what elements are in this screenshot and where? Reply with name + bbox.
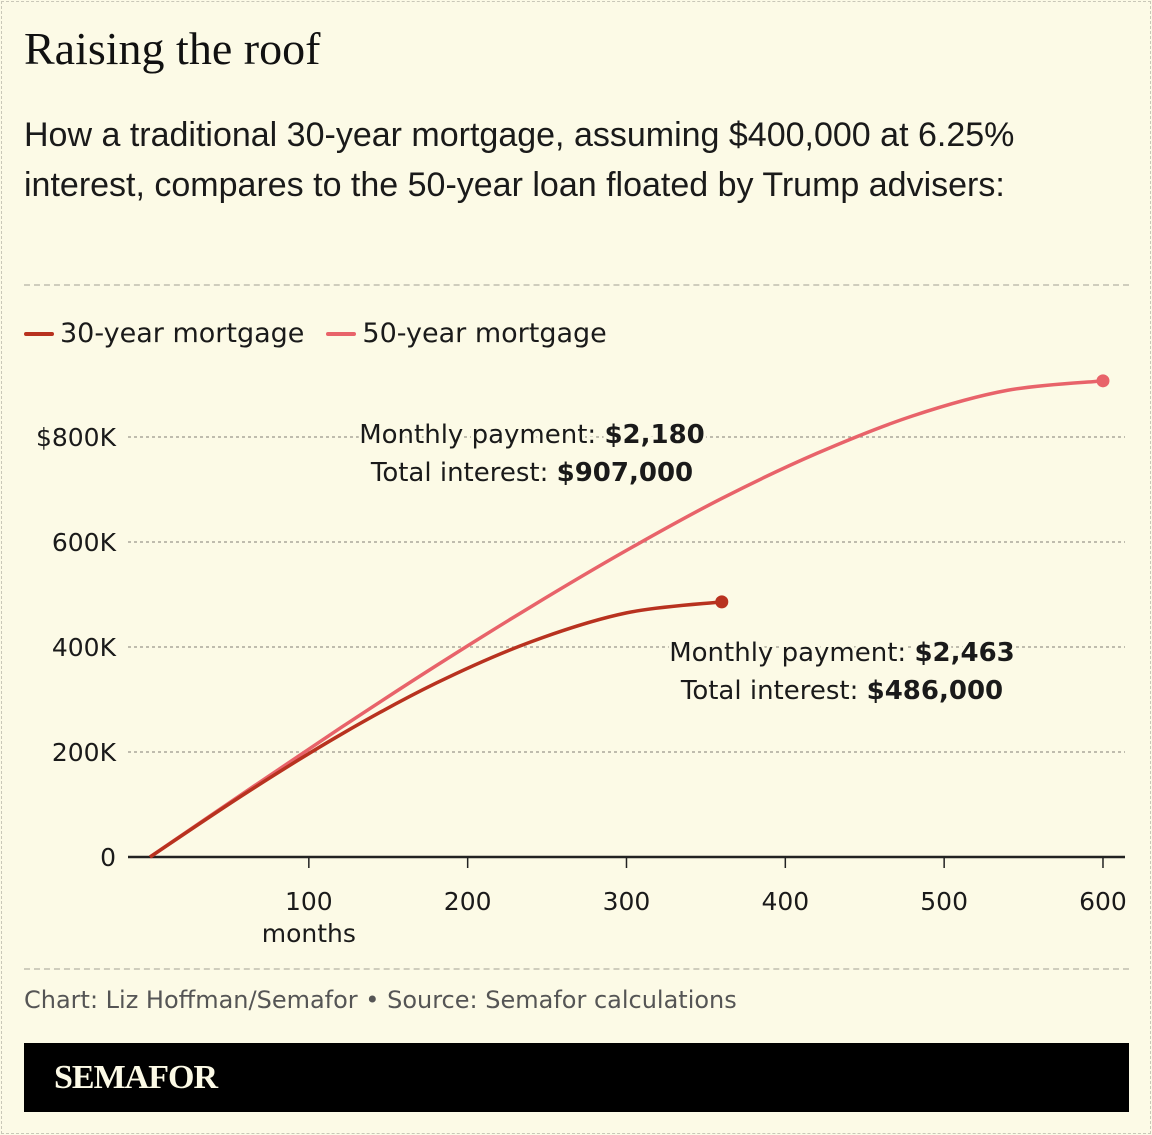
x-tick-label: 200 [444, 887, 492, 916]
plot-area: 0 200K 400K 600K $800K 100 200 300 400 500 600 mont… [36, 374, 1127, 948]
y-tick-label: $800K [36, 423, 117, 452]
legend-label-30: 30-year mortgage [60, 318, 305, 349]
annotation-line: Total interest: $907,000 [370, 458, 693, 488]
y-tick-label: 0 [100, 843, 116, 872]
annotation-line: Monthly payment: $2,463 [669, 638, 1015, 668]
divider [24, 284, 1129, 286]
legend-item-50: 50-year mortgage [326, 318, 607, 349]
legend-item-30: 30-year mortgage [24, 318, 304, 349]
x-tick-label: 300 [603, 887, 651, 916]
x-axis-label: months [262, 919, 356, 948]
annotation-label: Monthly payment: [359, 420, 604, 450]
x-tick-label: 500 [920, 887, 968, 916]
series-line-30 [149, 600, 722, 859]
x-tick-label: 400 [761, 887, 809, 916]
annotation-line: Monthly payment: $2,180 [359, 420, 705, 450]
annotation-value: $486,000 [867, 676, 1004, 706]
annotation-value: $907,000 [557, 458, 694, 488]
y-tick-label: 200K [52, 738, 117, 767]
legend-swatch-50 [326, 331, 357, 336]
source-note: Chart: Liz Hoffman/Semafor • Source: Sem… [24, 986, 737, 1014]
annotation-50: Monthly payment: $2,180 Total interest: $… [356, 417, 708, 491]
brand-bar: SEMAFOR [24, 1043, 1129, 1112]
legend: 30-year mortgage 50-year mortgage [24, 318, 607, 349]
chart-title: Raising the roof [24, 23, 321, 74]
series-line-50 [149, 379, 1104, 859]
series-end-dot-30 [715, 595, 729, 609]
annotation-label: Total interest: [370, 458, 557, 488]
legend-label-50: 50-year mortgage [362, 318, 607, 349]
annotation-label: Monthly payment: [669, 638, 914, 668]
annotation-line: Total interest: $486,000 [680, 676, 1003, 706]
annotation-value: $2,180 [604, 420, 704, 450]
y-tick-label: 600K [52, 528, 117, 557]
annotation-value: $2,463 [914, 638, 1014, 668]
divider [24, 968, 1129, 970]
series-end-dot-50 [1096, 374, 1110, 388]
annotation-label: Total interest: [680, 676, 867, 706]
x-tick-label: 600 [1079, 887, 1127, 916]
brand-logo: SEMAFOR [54, 1059, 218, 1096]
y-tick-label: 400K [52, 633, 117, 662]
x-tick-label: 100 [285, 887, 333, 916]
chart-subtitle: How a traditional 30-year mortgage, assu… [24, 116, 1015, 204]
annotation-30: Monthly payment: $2,463 Total interest: $… [666, 635, 1018, 709]
legend-swatch-30 [24, 331, 54, 336]
